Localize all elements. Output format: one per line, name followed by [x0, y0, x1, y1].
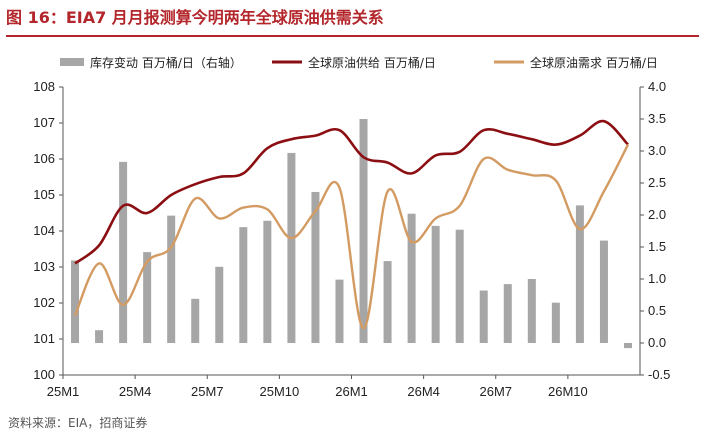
- bar-series-inventory: [71, 119, 632, 349]
- inventory-bar: [287, 152, 296, 343]
- left-tick-label: 105: [33, 187, 55, 202]
- inventory-bar: [215, 266, 224, 343]
- chart-title: 图 16：EIA7 月月报测算今明两年全球原油供需关系: [6, 8, 384, 27]
- inventory-bar: [575, 205, 584, 343]
- inventory-bar: [167, 215, 176, 343]
- legend-label-demand: 全球原油需求 百万桶/日: [530, 55, 658, 70]
- x-tick-label: 25M7: [191, 384, 224, 399]
- left-tick-label: 104: [33, 223, 55, 238]
- inventory-bar: [239, 227, 248, 343]
- right-tick-label: 0.0: [648, 335, 666, 350]
- source-note: 资料来源：EIA，招商证券: [8, 416, 148, 430]
- right-tick-label: 2.0: [648, 207, 666, 222]
- inventory-bar: [623, 343, 632, 349]
- inventory-bar: [335, 279, 344, 343]
- x-tick-label: 26M4: [407, 384, 440, 399]
- x-tick-label: 25M1: [47, 384, 80, 399]
- legend-label-supply: 全球原油供给 百万桶/日: [308, 55, 436, 70]
- legend: 库存变动 百万桶/日（右轴） 全球原油供给 百万桶/日 全球原油需求 百万桶/日: [60, 55, 658, 70]
- inventory-bar: [311, 191, 320, 343]
- inventory-bar: [263, 220, 272, 343]
- right-tick-label: -0.5: [648, 367, 670, 382]
- supply-line: [74, 119, 629, 265]
- left-tick-label: 106: [33, 151, 55, 166]
- inventory-bar: [551, 302, 560, 343]
- right-tick-label: 3.5: [648, 111, 666, 126]
- inventory-bar: [383, 261, 392, 343]
- inventory-bar: [191, 298, 200, 343]
- x-tick-label: 26M10: [548, 384, 588, 399]
- left-tick-label: 100: [33, 367, 55, 382]
- chart: 库存变动 百万桶/日（右轴） 全球原油供给 百万桶/日 全球原油需求 百万桶/日…: [33, 55, 670, 399]
- left-axis-ticks: 100 101 102 103 104 105 106 107 108: [33, 79, 63, 382]
- line-series: [73, 119, 630, 330]
- inventory-bar: [455, 229, 464, 343]
- right-tick-label: 4.0: [648, 79, 666, 94]
- title-rule: [6, 35, 699, 37]
- inventory-bar: [527, 279, 536, 343]
- right-tick-label: 1.5: [648, 239, 666, 254]
- x-tick-label: 25M10: [260, 384, 300, 399]
- inventory-bar: [479, 290, 488, 343]
- left-tick-label: 101: [33, 331, 55, 346]
- inventory-bar: [431, 225, 440, 343]
- x-tick-label: 26M7: [479, 384, 512, 399]
- x-axis-ticks: 25M1 25M4 25M7 25M10 26M1 26M4 26M7 26M10: [47, 375, 588, 399]
- right-axis-ticks: -0.5 0.0 0.5 1.0 1.5 2.0 2.5 3.0 3.5 4.0: [640, 79, 670, 382]
- left-tick-label: 102: [33, 295, 55, 310]
- x-tick-label: 25M4: [119, 384, 152, 399]
- legend-label-inventory: 库存变动 百万桶/日（右轴）: [90, 55, 242, 70]
- inventory-bar: [95, 330, 104, 343]
- left-tick-label: 107: [33, 115, 55, 130]
- right-tick-label: 1.0: [648, 271, 666, 286]
- right-tick-label: 3.0: [648, 143, 666, 158]
- right-tick-label: 0.5: [648, 303, 666, 318]
- inventory-bar: [359, 119, 368, 343]
- legend-swatch-inventory: [60, 58, 84, 66]
- inventory-bar: [119, 161, 128, 343]
- left-tick-label: 108: [33, 79, 55, 94]
- plot-area: 100 101 102 103 104 105 106 107 108 -0.5 0.0 0.5 1.…: [33, 79, 670, 399]
- right-tick-label: 2.5: [648, 175, 666, 190]
- inventory-bar: [503, 284, 512, 343]
- inventory-bar: [143, 252, 152, 343]
- left-tick-label: 103: [33, 259, 55, 274]
- x-tick-label: 26M1: [335, 384, 368, 399]
- inventory-bar: [407, 213, 416, 343]
- inventory-bar: [599, 240, 608, 343]
- demand-line: [73, 144, 630, 330]
- inventory-bar: [71, 260, 80, 343]
